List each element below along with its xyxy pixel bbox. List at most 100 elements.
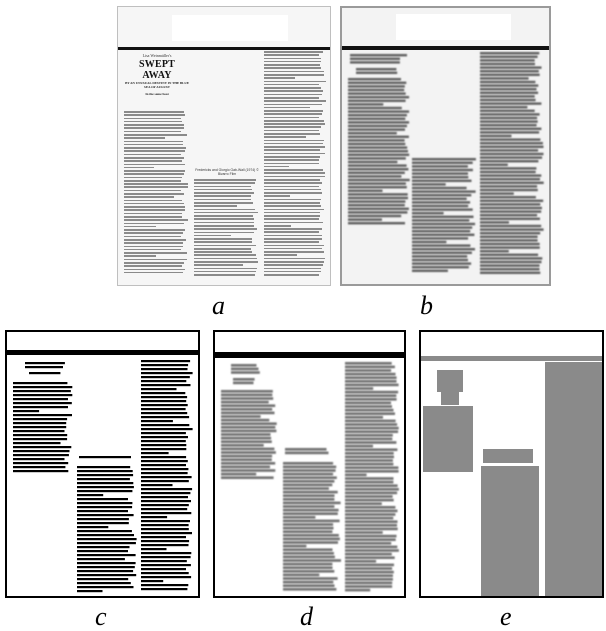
smeared-text-line bbox=[345, 574, 393, 577]
blurred-text-line bbox=[480, 163, 508, 166]
smeared-text-line bbox=[221, 433, 271, 436]
blurred-text-line bbox=[412, 251, 472, 254]
text-line bbox=[194, 208, 256, 211]
text-line bbox=[264, 103, 322, 106]
text-line bbox=[264, 247, 322, 250]
blurred-text-line bbox=[480, 106, 528, 109]
text-column-middle bbox=[194, 179, 258, 277]
binarized-page-drawing bbox=[7, 350, 198, 593]
smeared-text-line bbox=[221, 451, 276, 454]
binary-text-line bbox=[13, 434, 68, 437]
binary-text-line bbox=[13, 442, 61, 445]
blurred-text-line bbox=[480, 98, 536, 102]
blurred-text-line bbox=[348, 153, 410, 156]
blurred-text-line bbox=[412, 240, 447, 244]
smeared-text-line bbox=[283, 462, 334, 465]
binary-text-line bbox=[13, 470, 69, 473]
binary-text-line bbox=[13, 406, 68, 409]
blurred-text-line bbox=[412, 172, 468, 175]
text-line bbox=[264, 57, 321, 60]
text-line bbox=[264, 224, 291, 227]
binary-text-line bbox=[13, 454, 69, 457]
smeared-text-line bbox=[345, 498, 394, 502]
text-line bbox=[124, 235, 182, 238]
smeared-text-line bbox=[345, 369, 392, 372]
smeared-text-line bbox=[345, 545, 398, 549]
text-line bbox=[264, 93, 322, 96]
binary-text-line bbox=[13, 402, 72, 405]
smeared-text-line bbox=[283, 494, 335, 497]
binary-text-line bbox=[141, 516, 168, 519]
smeared-text-line bbox=[221, 476, 274, 479]
binary-text-line bbox=[141, 528, 189, 531]
text-line bbox=[124, 186, 188, 189]
smeared-text-line bbox=[345, 538, 396, 541]
binary-text-line bbox=[141, 384, 191, 387]
smeared-text-line bbox=[345, 534, 397, 538]
smeared-text-line bbox=[345, 362, 392, 365]
header-rule bbox=[215, 352, 404, 358]
binary-text-line bbox=[13, 438, 68, 441]
smeared-text-line bbox=[233, 381, 254, 385]
binary-text-line bbox=[141, 480, 189, 483]
blurred-text-line bbox=[480, 66, 542, 69]
blurred-text-line bbox=[480, 188, 538, 192]
text-line bbox=[264, 238, 322, 240]
binary-text-line bbox=[13, 390, 71, 393]
smeared-text-line bbox=[345, 441, 397, 444]
blurred-text-line bbox=[480, 73, 540, 76]
blurred-text-line bbox=[348, 196, 408, 200]
text-line bbox=[264, 254, 298, 257]
blurred-text-line bbox=[480, 221, 509, 224]
panel-a-original-page: Lisa Weinmüller's SWEPT AWAY BY AN UNUSU… bbox=[117, 6, 331, 286]
text-line bbox=[264, 188, 321, 191]
smeared-text-line bbox=[283, 469, 336, 472]
text-line bbox=[264, 228, 322, 230]
blurred-text-line bbox=[412, 215, 474, 218]
blurred-text-line bbox=[412, 258, 468, 262]
blurred-text-line bbox=[348, 171, 405, 174]
smeared-text-line bbox=[221, 454, 273, 458]
smeared-text-line bbox=[283, 562, 333, 566]
smeared-text-line bbox=[345, 563, 394, 567]
blurred-text-line bbox=[348, 114, 407, 117]
text-line bbox=[194, 228, 257, 230]
text-line bbox=[264, 152, 325, 155]
smeared-text-line bbox=[283, 519, 340, 523]
text-line bbox=[264, 80, 326, 83]
blurred-text-line bbox=[412, 233, 475, 236]
blurred-text-line bbox=[412, 197, 467, 200]
blurred-text-line bbox=[356, 71, 398, 74]
text-line bbox=[124, 261, 184, 264]
smeared-text-line bbox=[283, 577, 338, 580]
binary-text-line bbox=[141, 420, 173, 423]
blank-header-strip bbox=[172, 15, 288, 41]
caption-a: a bbox=[212, 291, 225, 320]
text-line bbox=[264, 182, 323, 184]
blurred-text-line bbox=[480, 160, 539, 163]
binary-text-line bbox=[77, 514, 134, 517]
binary-text-line bbox=[13, 398, 68, 401]
smeared-text-line bbox=[283, 580, 334, 584]
smeared-text-line bbox=[283, 490, 338, 494]
text-line bbox=[194, 267, 257, 270]
blurred-text-line bbox=[480, 257, 543, 260]
text-line bbox=[124, 268, 185, 271]
smeared-text-line bbox=[283, 480, 335, 483]
blurred-text-line bbox=[480, 138, 541, 141]
binary-text-line bbox=[77, 466, 131, 469]
blurred-text-line bbox=[412, 183, 446, 186]
blurred-text-line bbox=[480, 102, 542, 105]
blurred-text-line bbox=[480, 260, 542, 264]
blurred-text-line bbox=[412, 208, 473, 211]
blurred-text-line bbox=[350, 61, 400, 64]
blurred-text-line bbox=[412, 226, 473, 229]
text-line bbox=[124, 117, 182, 120]
binary-text-line bbox=[141, 368, 188, 371]
blurred-text-line bbox=[480, 120, 538, 123]
blurred-text-line bbox=[348, 99, 406, 102]
text-line bbox=[264, 126, 321, 129]
binary-text-line bbox=[77, 582, 131, 585]
binary-text-line bbox=[141, 404, 188, 407]
binary-text-line bbox=[141, 360, 191, 363]
